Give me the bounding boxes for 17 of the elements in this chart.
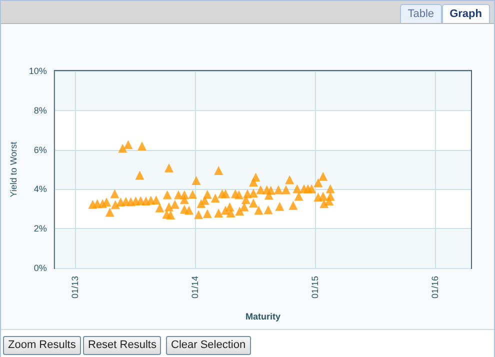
button[interactable]: Zoom Results [3, 336, 81, 355]
y-tick-label: 10% [28, 66, 47, 76]
y-tick-label: 2% [34, 224, 47, 234]
y-axis-title: Yield to Worst [8, 141, 18, 198]
y-tick-label: 8% [34, 105, 47, 116]
x-tick-label: 01/16 [430, 276, 440, 299]
y-tick-label: 0% [34, 263, 47, 273]
x-tick-label: 01/13 [70, 276, 80, 299]
y-tick-label: 6% [34, 144, 47, 155]
tab[interactable]: Table [400, 4, 442, 23]
x-tick-label: 01/15 [310, 276, 320, 299]
y-tick-label: 4% [34, 184, 47, 194]
button[interactable]: Clear Selection [166, 336, 251, 355]
x-axis-title: Maturity [245, 312, 280, 322]
x-tick-label: 01/14 [190, 276, 200, 299]
button[interactable]: Reset Results [83, 336, 162, 355]
tab[interactable]: Graph [442, 4, 490, 23]
